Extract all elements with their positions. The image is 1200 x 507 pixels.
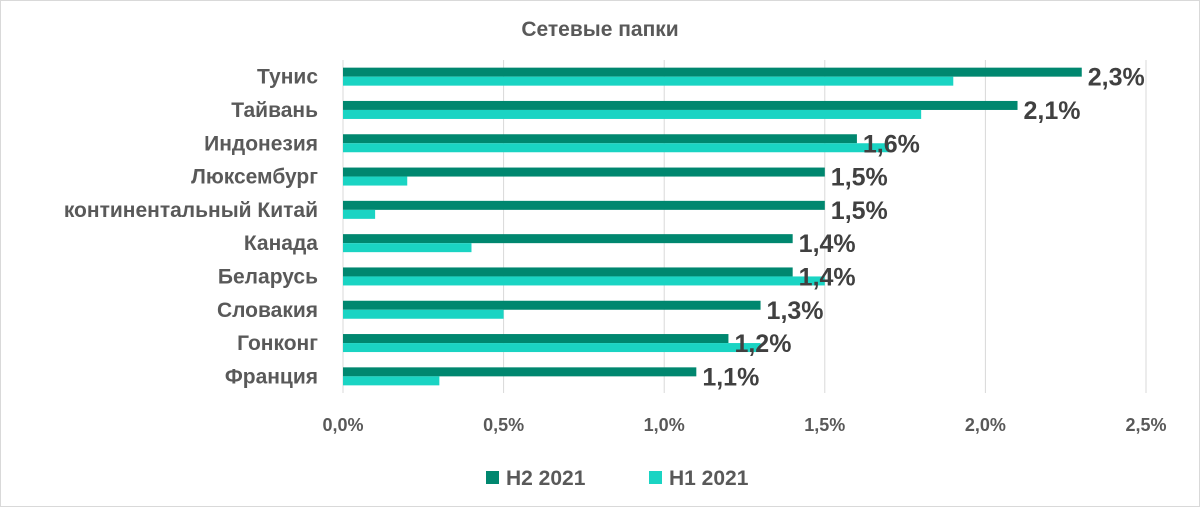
bar-h1 (343, 276, 825, 286)
legend-label: H1 2021 (669, 467, 749, 490)
data-label: 1,6% (863, 130, 920, 158)
bar-h2 (343, 367, 697, 377)
bar-h1 (343, 343, 761, 353)
x-tick-label: 1,0% (644, 415, 685, 435)
category-label: Франция (225, 365, 318, 388)
data-labels: 2,3%2,1% 1,6% 1,5% 1,5% 1,4% 1,4% 1,3% 1,2% 1,1% (702, 64, 1144, 392)
data-label: 1,1% (702, 363, 759, 391)
bar-h2 (343, 234, 793, 244)
bar-h1 (343, 243, 472, 253)
legend-item-h2: H2 2021 (486, 467, 586, 490)
bar-h1 (343, 143, 890, 153)
x-tick-label: 2,5% (1125, 415, 1166, 435)
data-label: 1,2% (734, 330, 791, 358)
data-label: 1,3% (767, 297, 824, 325)
data-label: 1,5% (831, 164, 888, 192)
bar-h1 (343, 109, 922, 119)
category-label: Тунис (257, 66, 318, 89)
data-label: 1,4% (799, 263, 856, 291)
x-tick-label: 2,0% (965, 415, 1006, 435)
bar-h1 (343, 309, 504, 319)
legend-swatch (486, 471, 499, 484)
category-label: Индонезия (204, 132, 318, 155)
x-tick-label: 0,5% (483, 415, 524, 435)
bar-h2 (343, 334, 729, 344)
x-tick-label: 0,0% (322, 415, 363, 435)
legend-label: H2 2021 (506, 467, 586, 490)
x-tick-labels: 0,0% 0,5% 1,0% 1,5% 2,0% 2,5% (322, 415, 1166, 435)
category-label: Гонконг (237, 332, 318, 355)
data-label: 1,4% (799, 230, 856, 258)
x-tick-label: 1,5% (804, 415, 845, 435)
legend: H2 2021 H1 2021 (486, 467, 749, 490)
legend-swatch (649, 471, 662, 484)
bar-h1 (343, 209, 376, 219)
category-label: Люксембург (191, 166, 318, 189)
data-label: 2,3% (1088, 64, 1145, 92)
bar-h2 (343, 100, 1018, 110)
category-label: Канада (244, 232, 318, 255)
bar-h2 (343, 167, 825, 177)
bar-h1 (343, 76, 954, 86)
bar-h2 (343, 267, 793, 277)
bar-h2 (343, 67, 1082, 77)
data-label: 2,1% (1024, 97, 1081, 125)
bar-h2 (343, 134, 857, 144)
bars (343, 67, 1082, 386)
category-labels: Тунис Тайвань Индонезия Люксембург континент… (64, 66, 318, 389)
category-label: Беларусь (218, 265, 318, 288)
category-label: Словакия (217, 299, 318, 322)
bar-h2 (343, 200, 825, 210)
data-label: 1,5% (831, 197, 888, 225)
category-label: континентальный Китай (64, 199, 318, 222)
legend-item-h1: H1 2021 (649, 467, 749, 490)
bar-h1 (343, 176, 408, 186)
bar-h1 (343, 376, 440, 386)
bar-h2 (343, 300, 761, 310)
category-label: Тайвань (231, 99, 318, 122)
chart-title: Сетевые папки (521, 18, 678, 41)
